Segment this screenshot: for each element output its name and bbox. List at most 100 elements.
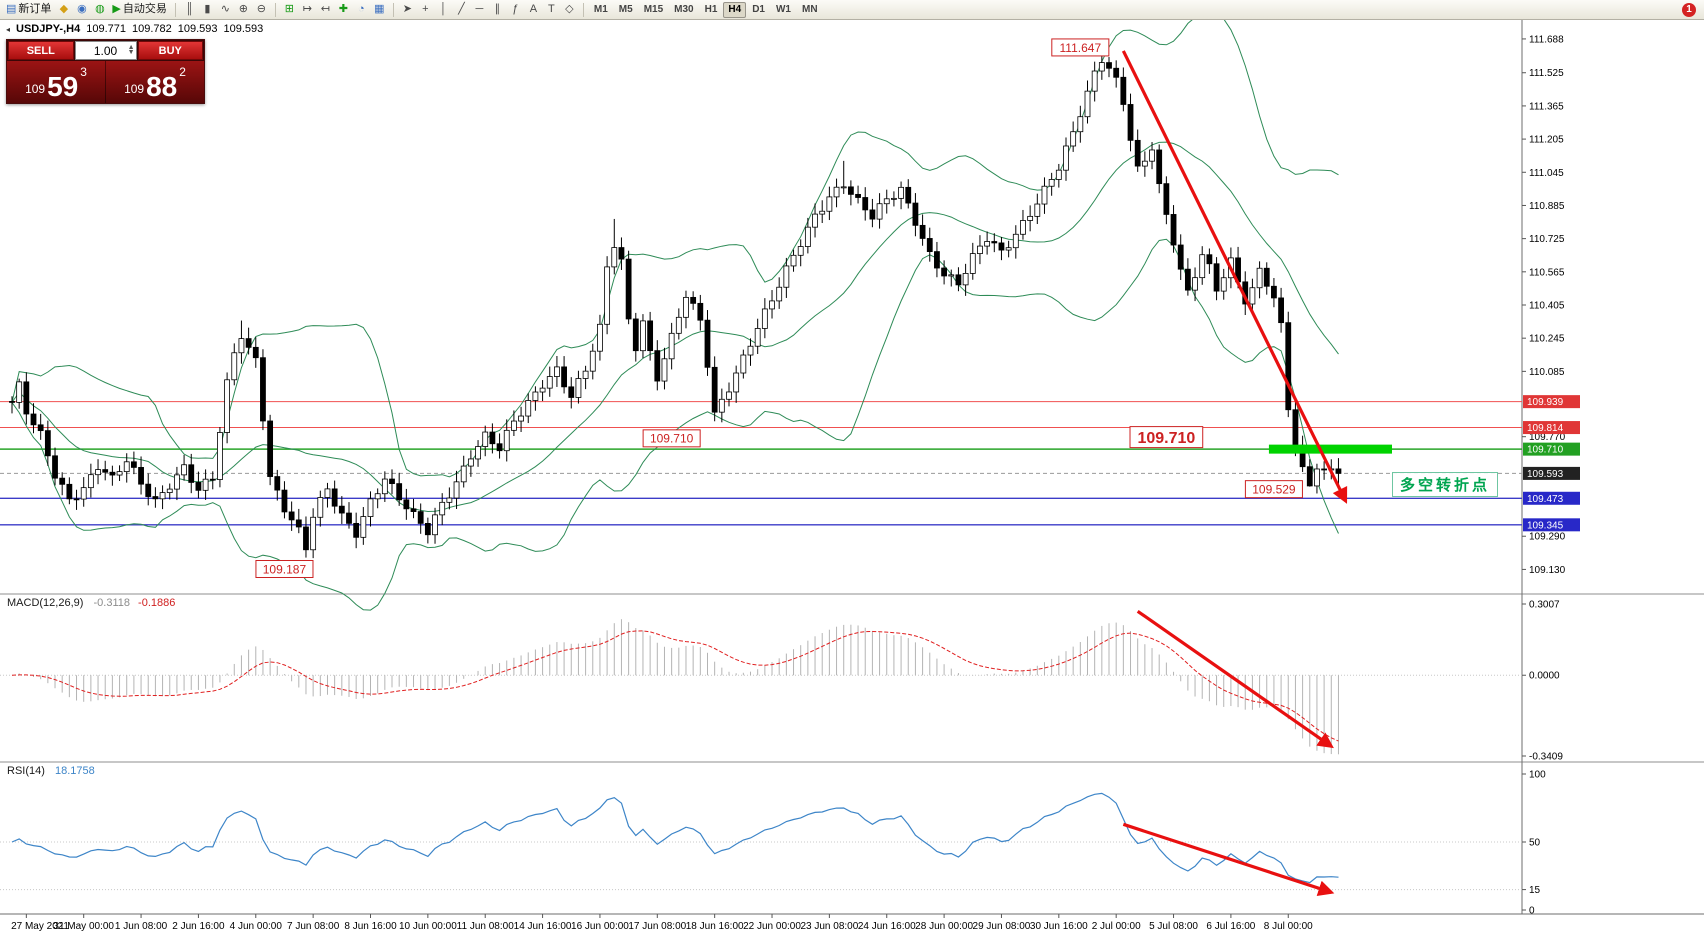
timeframe-W1[interactable]: W1 — [775, 3, 791, 15]
support-highlight-bar[interactable] — [1268, 444, 1392, 454]
candle-body — [439, 501, 446, 516]
timeframe-M15[interactable]: M15 — [643, 3, 664, 15]
candle-body — [510, 420, 517, 431]
crosshair-icon[interactable]: + — [417, 1, 434, 18]
timeframe-M5[interactable]: M5 — [618, 3, 633, 15]
buy-price[interactable]: 109 88 2 — [106, 61, 204, 103]
candle-body — [95, 469, 101, 476]
timeframe-D1[interactable]: D1 — [752, 3, 765, 15]
cursor-icon[interactable]: ➤ — [399, 1, 416, 18]
trend-arrow[interactable] — [1122, 822, 1335, 896]
candle-body — [159, 492, 166, 500]
time-axis-label: 29 Jun 08:00 — [973, 921, 1031, 932]
bar-chart-mode-icon[interactable]: ║ — [181, 1, 198, 18]
candle-body — [1335, 468, 1342, 474]
autotrading-button-label: 自动交易 — [122, 3, 167, 15]
candle-body — [1271, 285, 1277, 299]
timeframe-M1[interactable]: M1 — [593, 3, 608, 15]
price-annotation-box[interactable] — [1129, 426, 1204, 449]
periods-icon[interactable]: ◔ — [353, 1, 370, 18]
label-icon: T — [548, 3, 555, 15]
text-icon[interactable]: A — [525, 1, 542, 18]
line-chart-mode-icon[interactable]: ∿ — [217, 1, 234, 18]
price-annotation-box[interactable] — [1051, 38, 1110, 57]
buy-price-prefix: 109 — [124, 82, 145, 96]
time-axis-label: 16 Jun 00:00 — [571, 921, 629, 932]
sell-price[interactable]: 109 59 3 — [7, 61, 106, 103]
cursor-icon: ➤ — [402, 3, 412, 15]
timeframe-H1[interactable]: H1 — [704, 3, 718, 15]
candle-body — [539, 387, 546, 393]
label-icon[interactable]: T — [543, 1, 560, 18]
data-window-icon[interactable]: ◍ — [91, 1, 108, 18]
candle-body — [245, 338, 252, 348]
notification-badge[interactable]: 1 — [1682, 2, 1696, 17]
price-axis-tick: 111.045 — [1529, 168, 1564, 179]
toolbar-separator — [392, 2, 394, 17]
autotrading-button-icon: ▶ — [112, 3, 121, 15]
price-axis-badge-text: 109.593 — [1527, 469, 1564, 480]
price-annotation-box[interactable] — [1244, 480, 1303, 499]
candle-body — [969, 253, 976, 274]
vertical-line-icon[interactable]: │ — [435, 1, 452, 18]
price-chart-canvas[interactable]: 111.647 109.710 109.710 109.529 109.187 111.6… — [0, 20, 1704, 943]
candle-body — [876, 203, 883, 220]
candle-body — [891, 197, 897, 200]
zoom-in-icon[interactable]: ⊕ — [235, 1, 252, 18]
candle-body — [862, 197, 869, 211]
auto-scroll-icon: ↦ — [302, 3, 312, 15]
candle-body — [747, 345, 754, 356]
candle-body — [130, 461, 137, 468]
market-watch-icon[interactable]: ◉ — [73, 1, 90, 18]
shapes-icon[interactable]: ◇ — [561, 1, 578, 18]
trend-arrow[interactable] — [1136, 609, 1334, 749]
channel-icon[interactable]: ∥ — [489, 1, 506, 18]
timeframe-MN[interactable]: MN — [801, 3, 818, 15]
price-annotation-box[interactable] — [255, 559, 314, 578]
new-order-button[interactable]: ▤ 新订单 — [3, 1, 54, 18]
candle-body — [640, 320, 646, 352]
chart-shift-icon[interactable]: ↤ — [317, 1, 334, 18]
candle-body — [962, 273, 969, 286]
candle-body — [338, 505, 345, 514]
candle-body — [604, 266, 611, 325]
candle-body — [1306, 466, 1313, 487]
zoom-out-icon[interactable]: ⊖ — [253, 1, 270, 18]
indicators-add-icon[interactable]: ✚ — [335, 1, 352, 18]
candle-body — [109, 471, 116, 476]
buy-button[interactable]: BUY — [137, 41, 203, 60]
time-axis-label: 8 Jul 00:00 — [1264, 921, 1313, 932]
timeframe-M30[interactable]: M30 — [674, 3, 694, 15]
price-axis-tick: 110.085 — [1529, 367, 1565, 378]
candle-body — [87, 474, 94, 489]
favorites-icon: ◆ — [59, 3, 69, 15]
candle-body — [267, 420, 274, 477]
candlestick-mode-icon[interactable]: ▮ — [199, 1, 216, 18]
trendline-icon[interactable]: ╱ — [453, 1, 470, 18]
candle-body — [697, 302, 704, 321]
candle-body — [446, 497, 453, 503]
templates-icon[interactable]: ▦ — [371, 1, 388, 18]
volume-down-icon[interactable]: ▼ — [127, 48, 135, 56]
candlestick-mode-icon: ▮ — [204, 3, 211, 15]
trend-arrow[interactable] — [1121, 50, 1348, 504]
candle-body — [260, 357, 266, 422]
chart-area[interactable]: 111.647 109.710 109.710 109.529 109.187 111.6… — [0, 20, 1704, 943]
volume-input[interactable]: 1.00 ▲ ▼ — [74, 41, 137, 60]
volume-up-icon[interactable]: ▲ — [127, 44, 135, 52]
indicators-add-icon: ✚ — [338, 3, 348, 15]
price-axis-tick: 109.290 — [1529, 532, 1566, 543]
tile-windows-icon[interactable]: ⊞ — [281, 1, 298, 18]
rsi-value: 18.1758 — [54, 765, 95, 777]
auto-scroll-icon[interactable]: ↦ — [299, 1, 316, 18]
candle-body — [1192, 277, 1198, 291]
candle-body — [1027, 215, 1034, 221]
autotrading-button[interactable]: ▶ 自动交易 — [109, 1, 169, 18]
favorites-icon[interactable]: ◆ — [55, 1, 72, 18]
price-annotation-box[interactable] — [642, 429, 701, 448]
fibonacci-icon[interactable]: ƒ — [507, 1, 524, 18]
candle-body — [80, 487, 87, 500]
horizontal-line-icon[interactable]: ─ — [471, 1, 488, 18]
sell-button[interactable]: SELL — [8, 41, 74, 60]
timeframe-H4[interactable]: H4 — [723, 1, 747, 18]
